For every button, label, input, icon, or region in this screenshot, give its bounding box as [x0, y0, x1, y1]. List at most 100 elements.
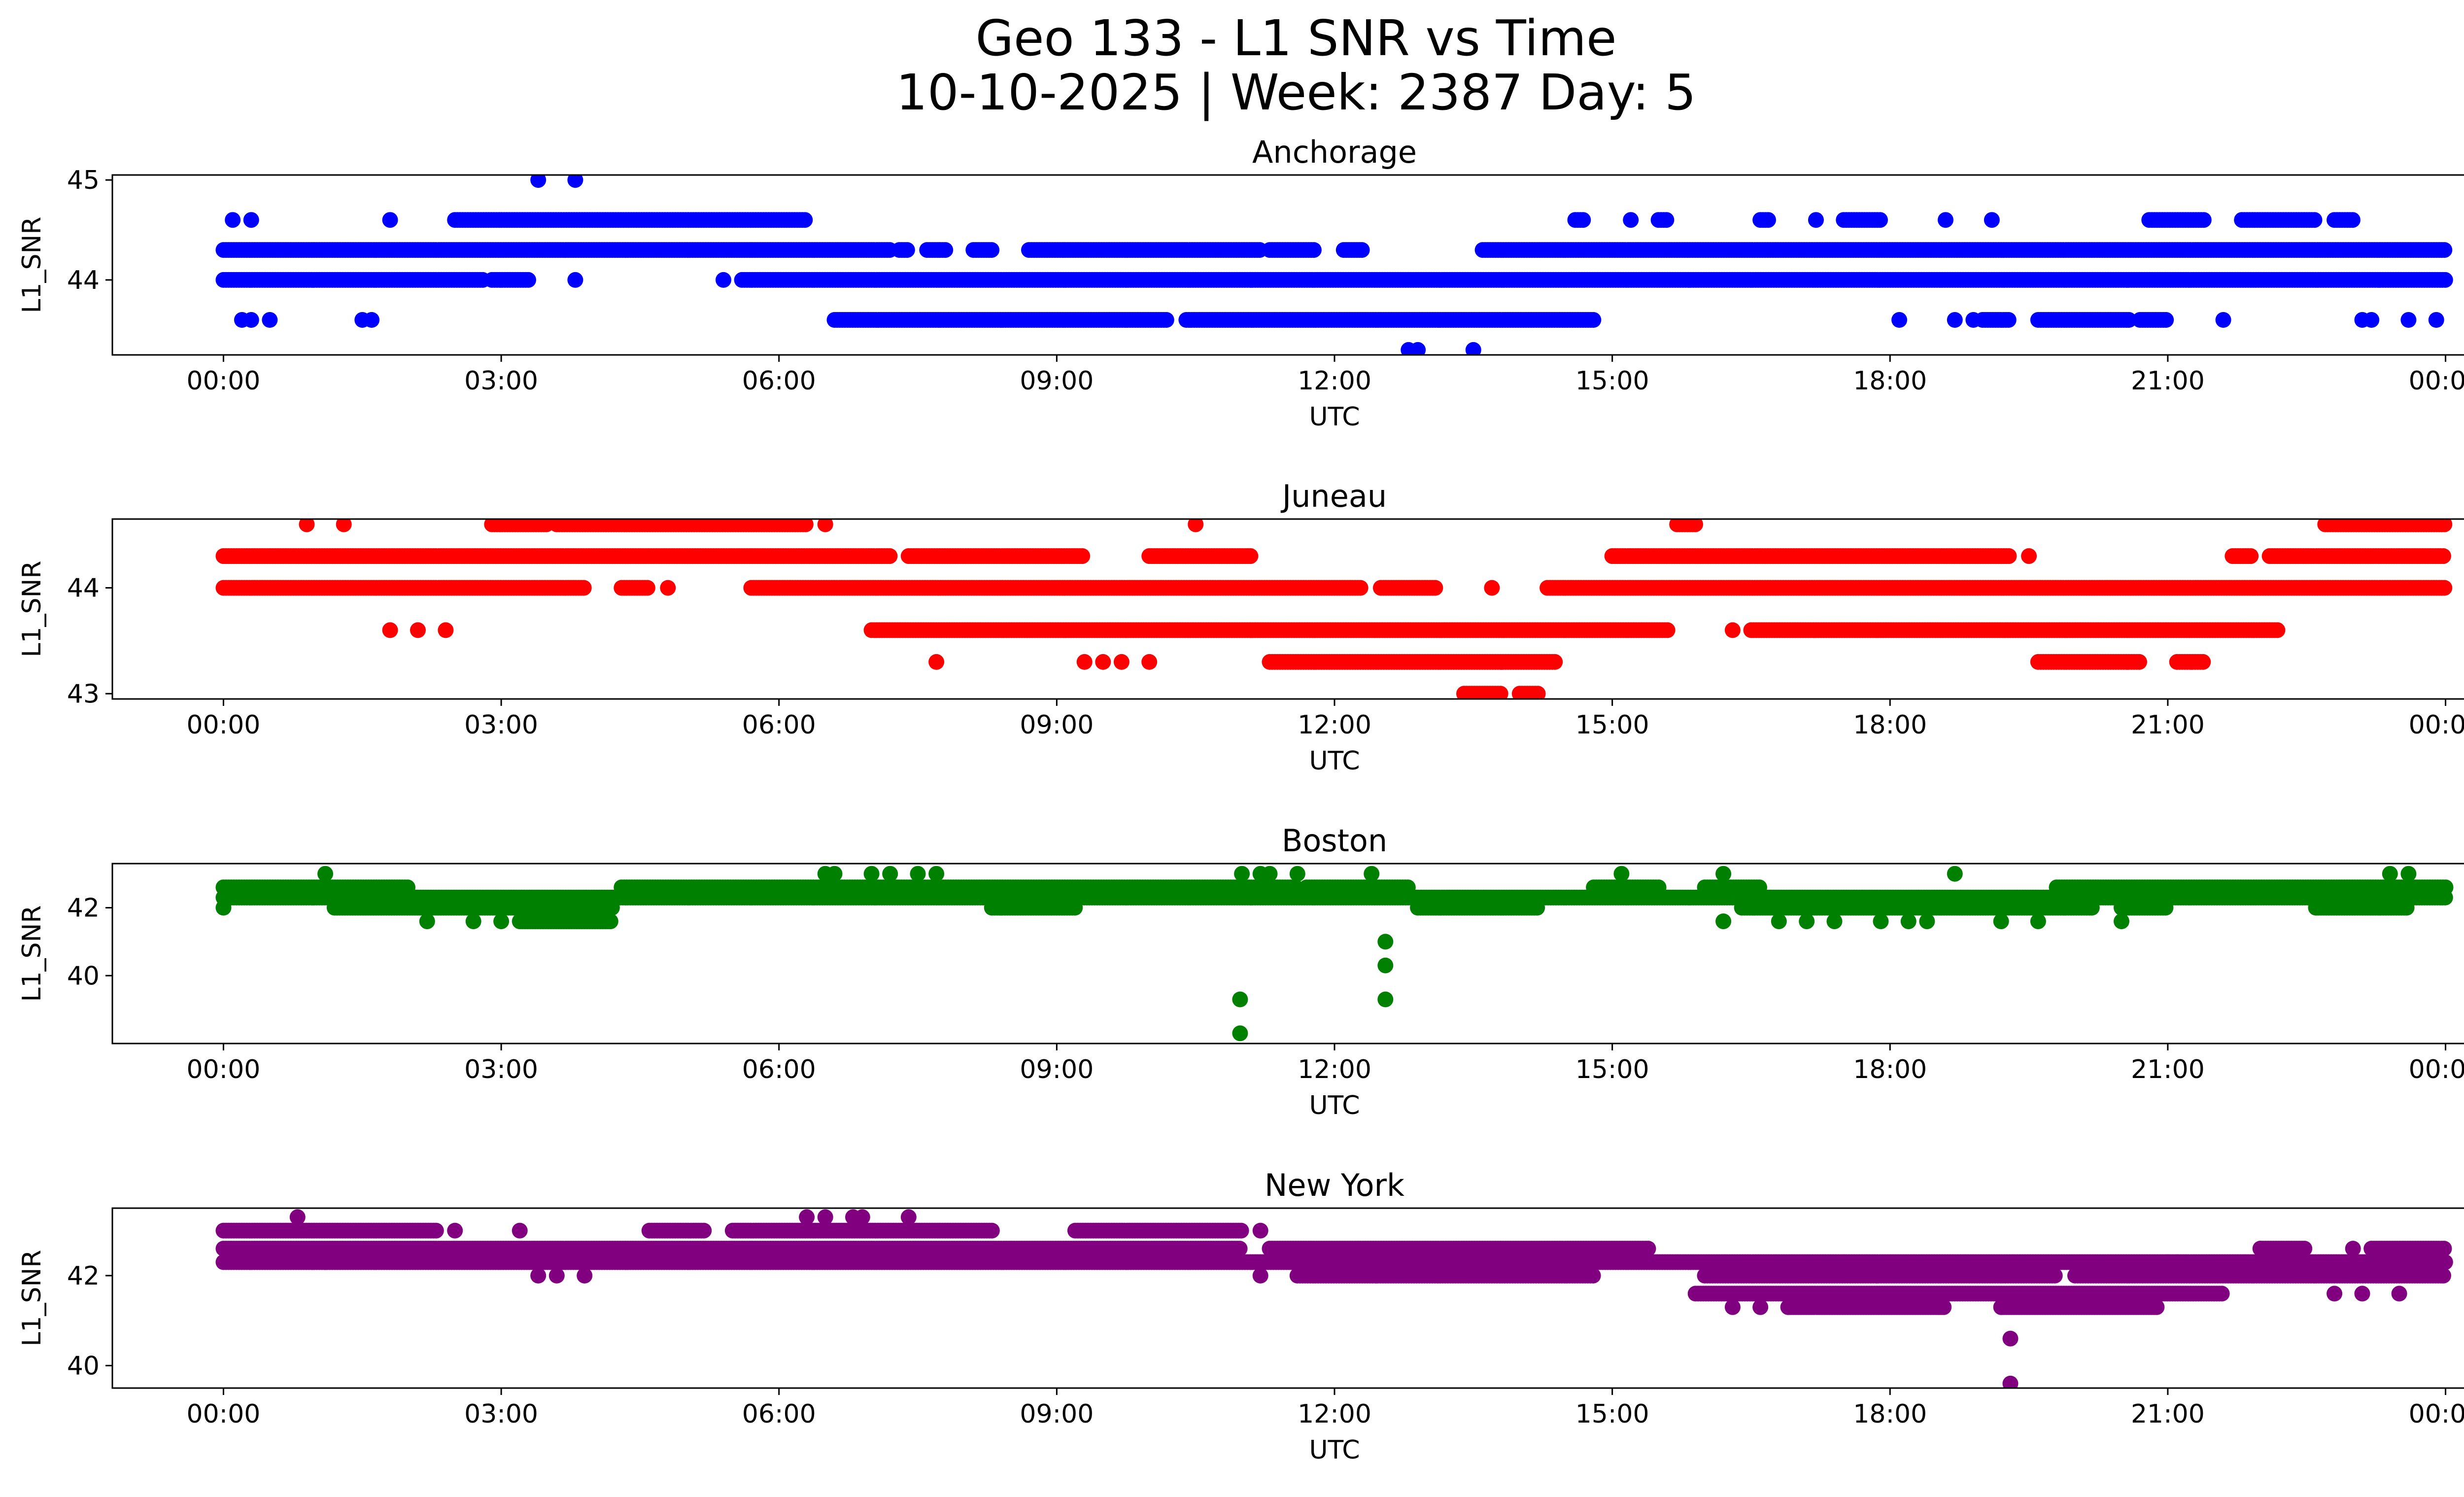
- data-point: [225, 212, 240, 228]
- subplot-panels: Anchorage 00:00 03:00 06:00 09:00 12:00 15:00 1…: [17, 134, 2464, 1465]
- x-tick-label: 15:00: [1575, 710, 1649, 740]
- data-point: [1484, 580, 1500, 596]
- data-point: [937, 242, 953, 258]
- data-point: [262, 312, 277, 328]
- anchorage-x-axis-label: UTC: [1309, 402, 1360, 432]
- data-point: [2307, 212, 2323, 228]
- data-point: [2001, 548, 2017, 564]
- figure-title-line2: 10-10-2025 | Week: 2387 Day: 5: [896, 64, 1696, 121]
- data-point: [1575, 212, 1591, 228]
- data-point: [1965, 312, 1981, 328]
- data-point: [2195, 654, 2211, 670]
- data-point: [1658, 212, 1674, 228]
- data-point: [1808, 212, 1824, 228]
- data-point: [640, 580, 655, 596]
- x-tick-label: 15:00: [1575, 366, 1649, 396]
- x-tick-label: 18:00: [1853, 710, 1927, 740]
- data-point: [2437, 272, 2453, 288]
- data-point: [2429, 312, 2444, 328]
- figure-title-line1: Geo 133 - L1 SNR vs Time: [976, 9, 1617, 67]
- data-point: [1891, 312, 1907, 328]
- data-point: [660, 580, 676, 596]
- x-tick-label: 06:00: [742, 710, 816, 740]
- x-tick-label: 09:00: [1020, 710, 1094, 740]
- data-point: [899, 242, 915, 258]
- data-point: [382, 212, 398, 228]
- x-tick-label: 00:00: [2409, 710, 2464, 740]
- x-tick-label: 09:00: [1020, 366, 1094, 396]
- data-point: [410, 622, 426, 638]
- juneau-x-axis-label: UTC: [1309, 746, 1360, 776]
- juneau-title: Juneau: [1280, 478, 1387, 514]
- anchorage-points: [216, 172, 2453, 358]
- data-point: [2435, 548, 2451, 564]
- x-tick-label: 21:00: [2131, 366, 2205, 396]
- data-point: [1585, 312, 1601, 328]
- x-tick-label: 12:00: [1298, 710, 1371, 740]
- y-tick-label: 45: [67, 166, 100, 195]
- data-point: [2400, 312, 2416, 328]
- data-point: [2131, 654, 2147, 670]
- boston-points: [216, 866, 2454, 1042]
- data-point: [364, 312, 379, 328]
- data-point: [1077, 654, 1093, 670]
- anchorage-title: Anchorage: [1252, 134, 1417, 170]
- data-point: [1353, 580, 1369, 596]
- data-point: [2158, 312, 2174, 328]
- data-point: [797, 212, 813, 228]
- x-tick-label: 03:00: [464, 710, 538, 740]
- x-tick-label: 12:00: [1298, 366, 1371, 396]
- data-point: [1114, 654, 1129, 670]
- data-point: [1984, 212, 2000, 228]
- x-tick-label: 00:00: [2409, 366, 2464, 396]
- data-point: [1095, 654, 1111, 670]
- data-point: [1623, 212, 1639, 228]
- data-point: [1427, 580, 1443, 596]
- data-point: [1938, 212, 1953, 228]
- y-tick-label: 43: [67, 679, 100, 709]
- data-point: [1947, 312, 1963, 328]
- data-point: [1141, 654, 1157, 670]
- data-point: [2196, 212, 2212, 228]
- data-point: [1725, 622, 1741, 638]
- data-point: [928, 654, 944, 670]
- data-point: [882, 548, 897, 564]
- data-point: [2269, 622, 2285, 638]
- data-point: [1306, 242, 1322, 258]
- data-point: [1242, 548, 1258, 564]
- data-point: [1354, 242, 1370, 258]
- data-point: [1159, 312, 1174, 328]
- subplot-juneau: Juneau 00:00 03:00 06:00 09:00 12:00 15:00 18:0…: [17, 478, 2464, 776]
- data-point: [2363, 312, 2379, 328]
- data-point: [438, 622, 453, 638]
- juneau-points: [216, 517, 2453, 702]
- juneau-axes-frame: [112, 519, 2464, 699]
- data-point: [2436, 242, 2452, 258]
- data-point: [984, 242, 999, 258]
- x-tick-label: 00:00: [187, 710, 261, 740]
- x-tick-label: 00:00: [187, 366, 261, 396]
- data-point: [1760, 212, 1776, 228]
- anchorage-y-axis-label: L1_SNR: [17, 216, 47, 313]
- data-point: [576, 580, 592, 596]
- data-point: [716, 272, 731, 288]
- subplot-anchorage: Anchorage 00:00 03:00 06:00 09:00 12:00 15:00 1…: [17, 134, 2464, 432]
- juneau-y-axis-label: L1_SNR: [17, 560, 47, 657]
- x-tick-label: 03:00: [464, 366, 538, 396]
- y-tick-label: 44: [67, 574, 100, 603]
- y-tick-label: 44: [67, 266, 100, 295]
- data-point: [2001, 312, 2017, 328]
- data-point: [2243, 548, 2259, 564]
- data-point: [1660, 622, 1676, 638]
- x-tick-label: 21:00: [2131, 710, 2205, 740]
- data-point: [2436, 580, 2452, 596]
- x-tick-label: 06:00: [742, 366, 816, 396]
- data-point: [1872, 212, 1888, 228]
- anchorage-axes-frame: [112, 175, 2464, 355]
- x-tick-label: 18:00: [1853, 366, 1927, 396]
- data-point: [520, 272, 536, 288]
- data-point: [382, 622, 398, 638]
- data-point: [567, 272, 583, 288]
